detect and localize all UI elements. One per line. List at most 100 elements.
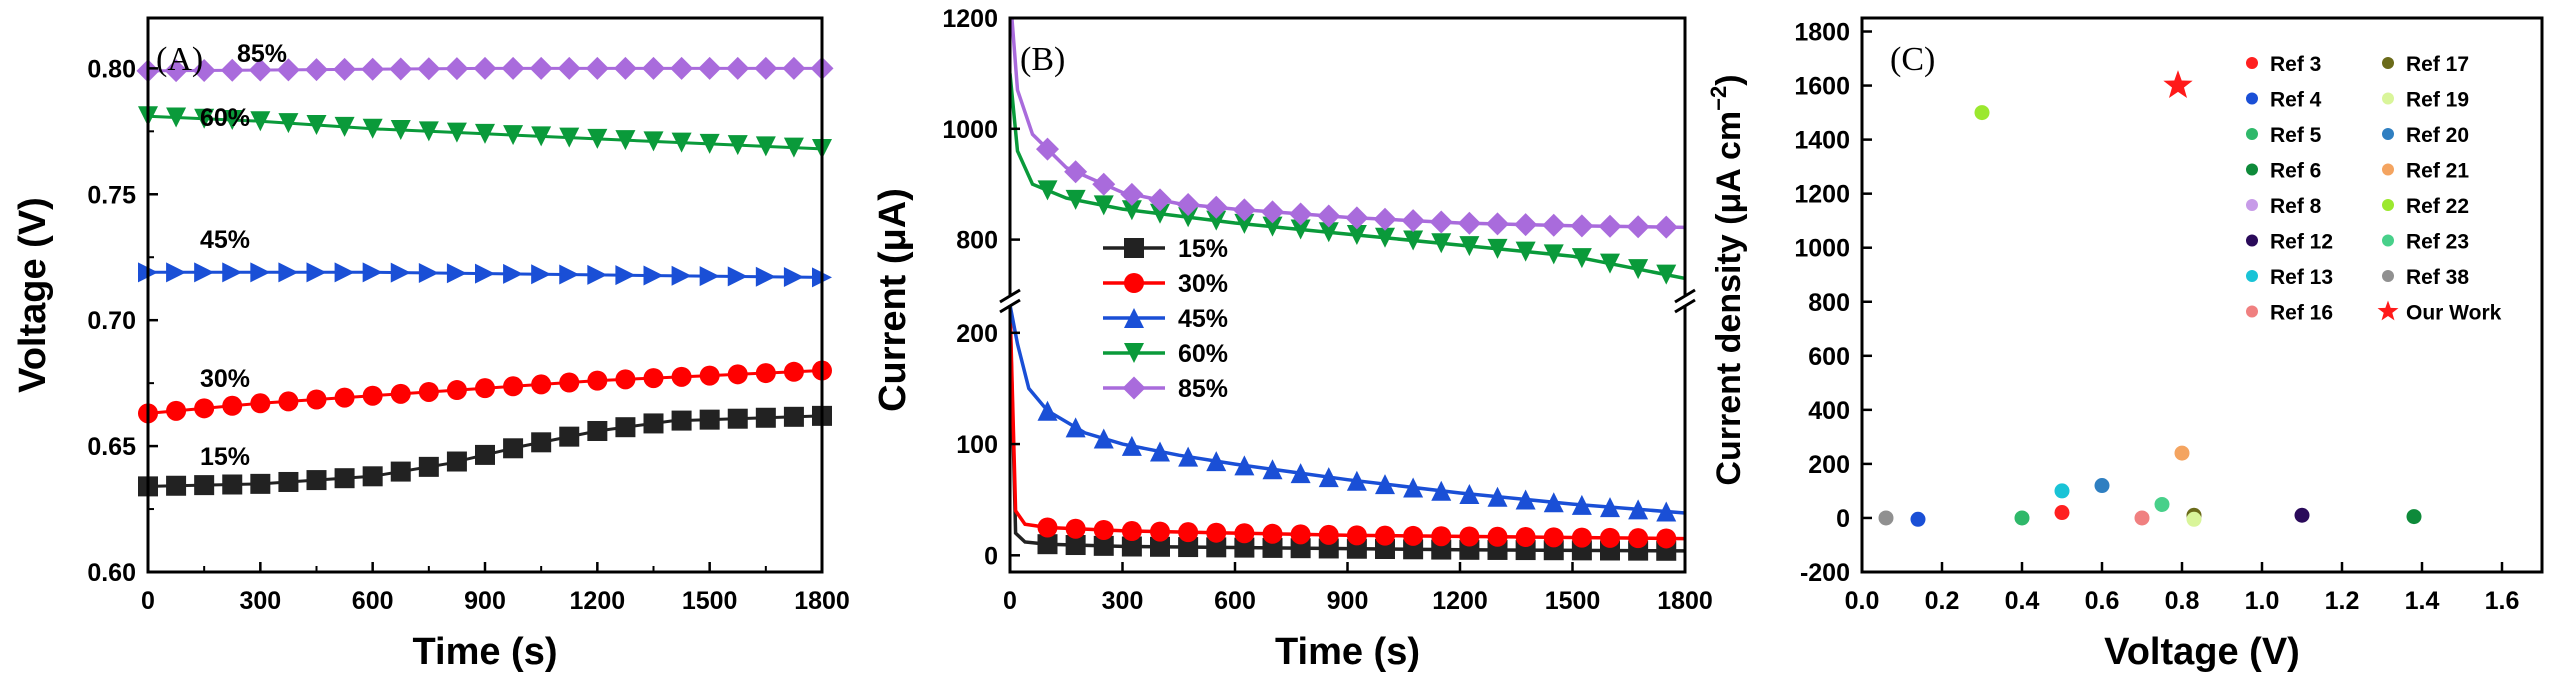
y-tick-label: 1000 [1794, 235, 1850, 263]
series-0-marker [559, 426, 580, 447]
series-4-marker [1401, 209, 1425, 233]
series-1-marker [390, 383, 411, 404]
y-tick-label: 0.80 [87, 55, 136, 83]
series-0-marker [306, 470, 327, 491]
legend-marker [1124, 308, 1144, 328]
legend-label: 30% [1178, 270, 1228, 298]
legend-marker [2382, 163, 2394, 176]
series-2-marker [446, 263, 467, 284]
panel-label: (C) [1890, 41, 1935, 78]
y-axis-label-sup: −2 [1706, 86, 1731, 111]
legend-label: Our Work [2406, 302, 2502, 325]
series-3-marker [1037, 180, 1058, 201]
legend-marker [2382, 128, 2394, 140]
series-label: 30% [200, 365, 250, 393]
legend-marker [2382, 199, 2394, 211]
y-tick-label: 1600 [1794, 73, 1850, 101]
x-tick-label: 1200 [570, 587, 626, 615]
series-4-marker [670, 56, 694, 80]
series-2-marker [699, 266, 720, 287]
series-3-marker [1375, 227, 1395, 248]
series-0-marker [362, 466, 383, 487]
series-0-marker [194, 475, 215, 496]
x-tick-label: 900 [1327, 587, 1369, 615]
series-label: 60% [200, 104, 250, 132]
series-2-marker [1628, 499, 1649, 520]
x-axis-label: Time (s) [1275, 631, 1420, 673]
series-2-marker [362, 262, 383, 283]
x-tick-label: 0.4 [2005, 587, 2040, 615]
legend-marker [2246, 57, 2258, 69]
series-1-marker [194, 398, 215, 419]
series-4-marker [1204, 195, 1228, 219]
series-2-marker [1403, 477, 1424, 498]
series-1-marker [475, 378, 495, 399]
series-2-marker [1178, 446, 1199, 467]
legend-marker [2382, 270, 2394, 282]
series-0-marker [643, 413, 664, 434]
series-3-marker [1459, 236, 1480, 257]
point-our-work [2163, 70, 2193, 99]
series-2-marker [643, 265, 664, 286]
legend-marker [2246, 92, 2258, 105]
series-0-marker [390, 461, 411, 482]
series-3-marker [783, 137, 804, 158]
y-tick-label: 600 [1808, 343, 1850, 371]
x-tick-label: 1800 [794, 587, 850, 615]
panel-a: 15% 30% 45% 60% 85% 0 300 600 900 1200 1500 1800 0.6… [12, 16, 850, 673]
series-2-marker [1543, 492, 1564, 513]
point-ref-4 [1910, 511, 1926, 527]
point-ref-19 [2186, 511, 2202, 527]
series-1-marker [727, 364, 748, 385]
series-0-marker [278, 471, 299, 492]
series-2-marker [1459, 483, 1480, 504]
series-3-marker [615, 130, 636, 151]
legend-label: Ref 17 [2406, 53, 2469, 76]
panel-label: (B) [1020, 41, 1065, 78]
series-1-marker [1093, 520, 1114, 541]
series-1-marker [671, 366, 692, 387]
series-3-line [1010, 73, 1685, 281]
panel-b: 0 300 600 900 1200 1500 1800 800 1000 1200 0 100 200… [872, 5, 1713, 673]
point-ref-16 [2134, 510, 2150, 526]
series-4-marker [1486, 212, 1509, 236]
legend-label: Ref 13 [2270, 266, 2333, 289]
point-ref-22 [1974, 105, 1990, 121]
legend-label: Ref 21 [2406, 160, 2469, 183]
series-2-marker [390, 262, 411, 283]
series-4-marker [529, 56, 553, 80]
series-3-marker [1150, 203, 1170, 224]
series-0-marker [1150, 536, 1170, 557]
series-1-marker [1037, 517, 1058, 538]
series-1-marker [1431, 526, 1452, 547]
series-2-marker [1431, 480, 1452, 501]
series-3-marker [671, 132, 692, 153]
series-1-marker [755, 363, 776, 384]
series-4-marker [501, 56, 525, 80]
legend-marker [2246, 270, 2258, 282]
series-2-marker [615, 265, 636, 286]
x-tick-label: 600 [352, 587, 394, 615]
point-ref-23 [2154, 496, 2170, 512]
legend-label: Ref 23 [2406, 231, 2469, 254]
axis-break-mark [999, 298, 1021, 314]
series-1-marker [446, 380, 467, 401]
series-0-marker [1262, 537, 1283, 558]
series-2-marker [222, 262, 243, 283]
series-1-marker [615, 369, 636, 390]
series-0-marker [446, 451, 467, 472]
panel-c: 0.0 0.2 0.4 0.6 0.8 1.0 1.2 1.4 1.6 -200 0 200 400 60… [1706, 16, 2544, 673]
series-3-marker [418, 121, 439, 142]
x-tick-label: 900 [464, 587, 506, 615]
series-0-marker [1037, 534, 1058, 555]
series-1-marker [1375, 525, 1395, 546]
series-3-marker [222, 109, 243, 130]
series-4-marker [1120, 182, 1144, 206]
x-axis-label: Time (s) [412, 631, 557, 673]
series-3-marker [503, 125, 524, 146]
y-tick-label: 0.60 [87, 559, 136, 587]
series-3-marker [1487, 238, 1508, 259]
point-ref-3 [2054, 505, 2070, 521]
series-2-marker [1600, 497, 1620, 518]
y-tick-label: 400 [1808, 397, 1850, 425]
